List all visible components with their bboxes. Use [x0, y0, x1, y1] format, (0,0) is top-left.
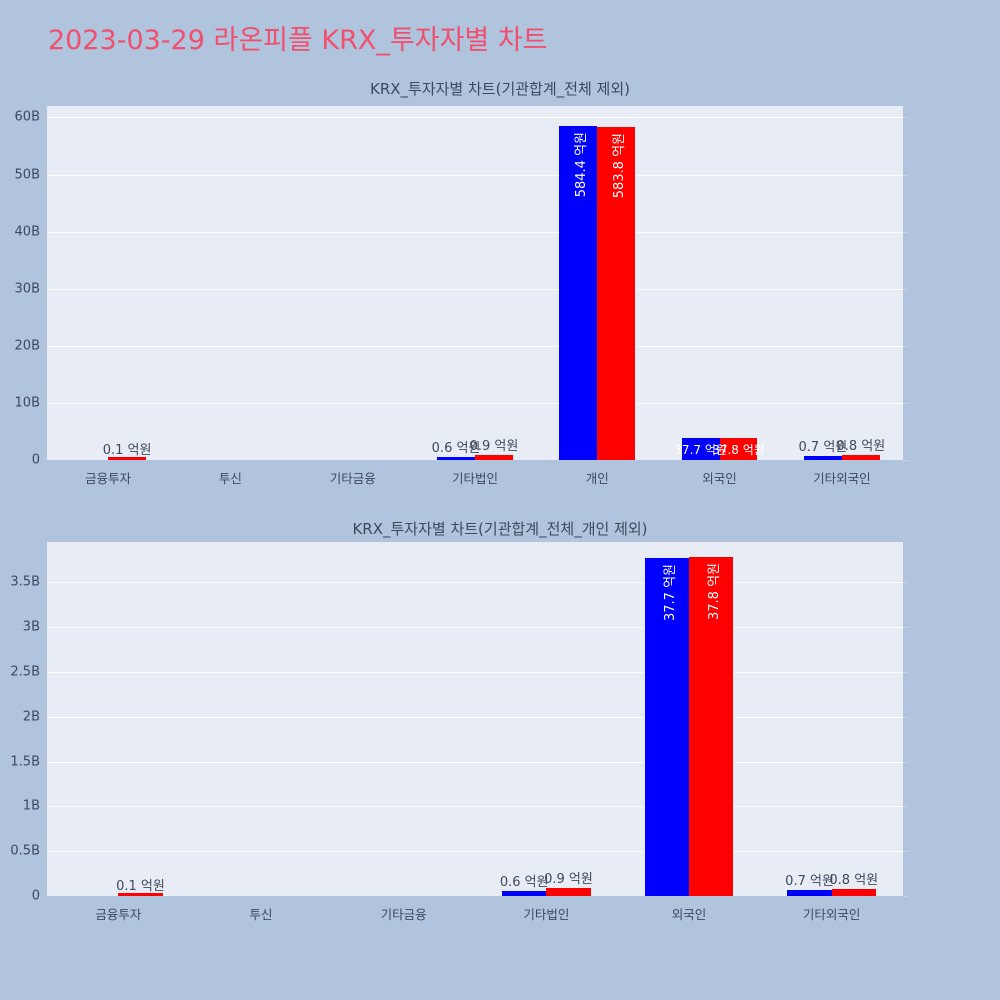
y-axis-tick-mark — [903, 627, 909, 629]
bar-sell[interactable] — [719, 438, 758, 460]
bar-value-label: 0.1 억원 — [102, 443, 152, 459]
bar-sell[interactable] — [597, 126, 636, 460]
gridline — [47, 627, 903, 629]
x-axis-tick-label: 금융투자 — [85, 471, 132, 486]
x-axis-tick-label: 외국인 — [671, 907, 707, 922]
bar-buy[interactable] — [502, 890, 547, 896]
bar-value-label: 584.4 억원 — [574, 132, 590, 198]
y-axis-tick-label: 0 — [31, 452, 40, 468]
y-axis-tick-label: 3B — [22, 619, 40, 635]
bar-value-label: 37.8 억원 — [712, 443, 765, 458]
bar-buy[interactable] — [559, 126, 598, 460]
y-axis-tick-label: 2B — [22, 709, 40, 725]
y-axis-tick-mark — [903, 671, 909, 673]
bar-sell[interactable] — [831, 888, 876, 896]
x-axis-tick-label: 투신 — [218, 471, 242, 486]
gridline — [47, 716, 903, 718]
y-axis-tick-mark — [903, 851, 909, 853]
bar-value-label: 0.9 억원 — [544, 871, 593, 887]
gridline — [47, 402, 903, 404]
y-axis-tick-label: 2.5B — [10, 664, 40, 680]
bar-value-label: 0.6 억원 — [431, 440, 481, 456]
bar-buy[interactable] — [644, 558, 689, 896]
bar-sell[interactable] — [475, 454, 513, 460]
x-axis-tick-label: 투신 — [249, 907, 273, 922]
x-axis-tick-label: 개인 — [585, 471, 609, 486]
y-axis-tick-label: 50B — [14, 167, 40, 183]
gridline — [47, 671, 903, 673]
gridline — [47, 806, 903, 808]
gridline — [47, 345, 903, 347]
chart-plot-area-2 — [47, 542, 903, 896]
bar-value-label: 0.8 억원 — [829, 872, 879, 888]
y-axis-tick-mark — [903, 582, 909, 584]
gridline — [47, 851, 903, 853]
bar-value-label: 583.8 억원 — [612, 132, 628, 198]
y-axis-tick-label: 3.5B — [10, 574, 40, 590]
x-axis-tick-label: 금융투자 — [95, 907, 142, 922]
x-axis-tick-label: 외국인 — [702, 471, 737, 486]
gridline — [47, 761, 903, 763]
gridline — [47, 231, 903, 233]
y-axis-tick-label: 1.5B — [10, 754, 40, 770]
x-axis-tick-label: 기타외국인 — [813, 471, 871, 486]
bar-value-label: 0.7 억원 — [798, 440, 848, 455]
x-axis-tick-label: 기타외국인 — [802, 907, 861, 922]
bar-buy[interactable] — [803, 456, 842, 460]
bar-sell[interactable] — [546, 887, 591, 896]
y-axis-tick-label: 1B — [22, 798, 40, 814]
bar-value-label: 0.6 억원 — [499, 874, 549, 890]
y-axis-tick-label: 20B — [14, 338, 40, 354]
y-axis-tick-mark — [903, 288, 909, 290]
bar-sell[interactable] — [841, 455, 880, 460]
bar-value-label: 37.8 억원 — [707, 563, 723, 621]
y-axis-tick-mark — [903, 117, 909, 119]
y-axis-tick-label: 40B — [14, 224, 40, 240]
y-axis-tick-mark — [903, 716, 909, 718]
bar-sell[interactable] — [118, 893, 163, 896]
bar-value-label: 0.8 억원 — [836, 439, 886, 455]
y-axis-tick-mark — [903, 231, 909, 233]
y-axis-tick-label: 0 — [31, 888, 40, 904]
y-axis-tick-mark — [903, 761, 909, 763]
bar-value-label: 37.7 억원 — [662, 564, 678, 622]
y-axis-tick-label: 10B — [14, 395, 40, 411]
chart-plot-area-1 — [47, 106, 903, 460]
y-axis-tick-mark — [903, 345, 909, 347]
gridline — [47, 582, 903, 584]
y-axis-tick-mark — [903, 174, 909, 176]
y-axis-tick-label: 30B — [14, 281, 40, 297]
bar-sell[interactable] — [689, 557, 734, 896]
gridline — [47, 174, 903, 176]
chart-title-2: KRX_투자자별 차트(기관합계_전체_개인 제외) — [352, 520, 648, 538]
bar-value-label: 0.7 억원 — [785, 873, 834, 889]
y-axis-tick-mark — [903, 460, 909, 461]
x-axis-tick-label: 기타법인 — [451, 471, 499, 486]
y-axis-tick-mark — [903, 896, 909, 897]
bar-value-label: 0.9 억원 — [469, 438, 519, 454]
gridline — [47, 117, 903, 119]
bar-buy[interactable] — [681, 438, 720, 460]
bar-buy[interactable] — [787, 889, 832, 896]
page-title: 2023-03-29 라온피플 KRX_투자자별 차트 — [48, 25, 548, 56]
y-axis-tick-label: 60B — [14, 109, 40, 125]
x-axis-tick-label: 기타법인 — [523, 907, 570, 922]
gridline — [47, 288, 903, 290]
bar-buy[interactable] — [437, 456, 475, 460]
chart-title-1: KRX_투자자별 차트(기관합계_전체 제외) — [370, 80, 630, 98]
bar-value-label: 37.7 억원 — [674, 443, 727, 458]
x-axis-tick-label: 기타금융 — [329, 471, 376, 486]
bar-sell[interactable] — [108, 457, 147, 460]
y-axis-tick-label: 0.5B — [10, 843, 40, 859]
y-axis-tick-mark — [903, 402, 909, 404]
y-axis-tick-mark — [903, 806, 909, 808]
bar-value-label: 0.1 억원 — [116, 879, 165, 895]
x-axis-tick-label: 기타금융 — [380, 907, 427, 922]
